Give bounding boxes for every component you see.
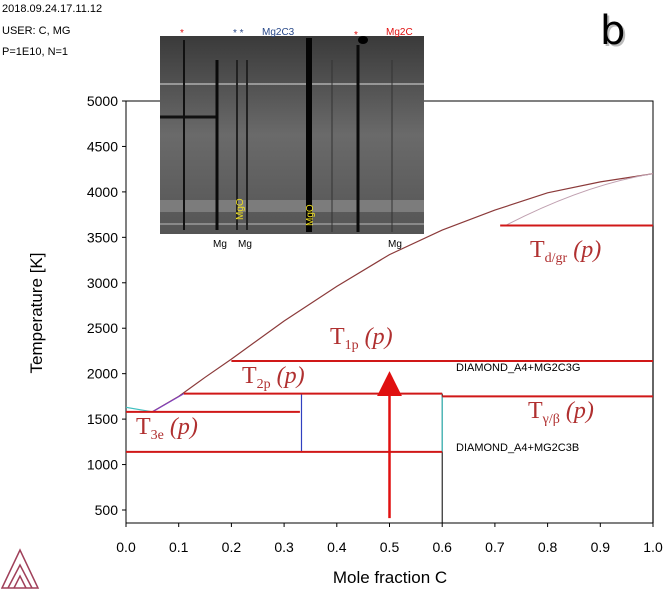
phase-label-upper: DIAMOND_A4+MG2C3G	[456, 362, 580, 374]
y-tick-label: 2500	[87, 320, 118, 336]
x-tick-label: 0.5	[380, 539, 400, 555]
plot-lines	[125, 173, 654, 523]
params-text: P=1E10, N=1	[2, 46, 69, 58]
thermocalc-logo	[0, 548, 40, 589]
xrd-mg2c3-label: Mg2C3	[262, 27, 295, 38]
xrd-mg2c-label: Mg2C	[386, 27, 413, 38]
transition-label-1p: T1p (p)	[330, 324, 393, 353]
x-tick-label: 0.7	[485, 539, 505, 555]
xrd-mgo-label-2: MgO	[305, 204, 316, 226]
y-tick-label: 5000	[87, 93, 118, 109]
y-tick-label: 4500	[87, 138, 118, 154]
transition-label-3e: T3e (p)	[136, 414, 198, 443]
xrd-star-2: * *	[233, 28, 244, 39]
user-text: USER: C, MG	[2, 25, 71, 37]
x-tick-label: 0.8	[538, 539, 558, 555]
x-tick-label: 0.2	[222, 539, 242, 555]
xrd-mgo-label-1: MgO	[235, 198, 246, 220]
x-tick-label: 0.1	[169, 539, 189, 555]
timestamp-text: 2018.09.24.17.11.12	[2, 3, 103, 15]
xrd-star-3: *	[354, 30, 358, 41]
xrd-mg-label-1: Mg	[213, 239, 227, 250]
x-axis-label: Mole fraction C	[333, 568, 447, 587]
transition-labels: Td/gr (p) T1p (p) T2p (p) Tγ/β (p) T3e (p)	[136, 237, 601, 443]
liquidus-curve	[151, 173, 654, 413]
low-x-curve-purple	[152, 393, 185, 413]
y-tick-label: 3000	[87, 275, 118, 291]
y-tick-label: 2000	[87, 366, 118, 382]
y-axis-label: Temperature [K]	[27, 253, 46, 374]
y-tick-label: 1500	[87, 411, 118, 427]
y-tick-label: 500	[95, 502, 119, 518]
xrd-mg-label-3: Mg	[388, 239, 402, 250]
x-tick-label: 0.6	[432, 539, 452, 555]
x-tick-label: 0.4	[327, 539, 347, 555]
transition-label-g_b: Tγ/β (p)	[528, 398, 594, 427]
x-tick-label: 0.9	[591, 539, 611, 555]
transition-label-2p: T2p (p)	[242, 363, 305, 392]
liquidus-upper-curve	[505, 173, 654, 226]
tick-group: 500 1000 1500 2000 2500 3000 3500 4000 4500 5000 0…	[87, 93, 663, 555]
phase-label-lower: DIAMOND_A4+MG2C3B	[456, 442, 579, 454]
x-tick-label: 0.0	[116, 539, 136, 555]
xrd-mg-label-2: Mg	[238, 239, 252, 250]
xrd-star-1: *	[180, 28, 184, 39]
xrd-inset: * * * Mg2C3 * Mg2C MgO MgO Mg Mg Mg	[160, 27, 424, 250]
transition-label-d_gr: Td/gr (p)	[530, 237, 601, 266]
y-tick-label: 4000	[87, 184, 118, 200]
panel-label: b	[600, 8, 626, 54]
x-tick-label: 0.3	[274, 539, 294, 555]
x-tick-label: 1.0	[643, 539, 663, 555]
y-tick-label: 3500	[87, 229, 118, 245]
y-tick-label: 1000	[87, 457, 118, 473]
